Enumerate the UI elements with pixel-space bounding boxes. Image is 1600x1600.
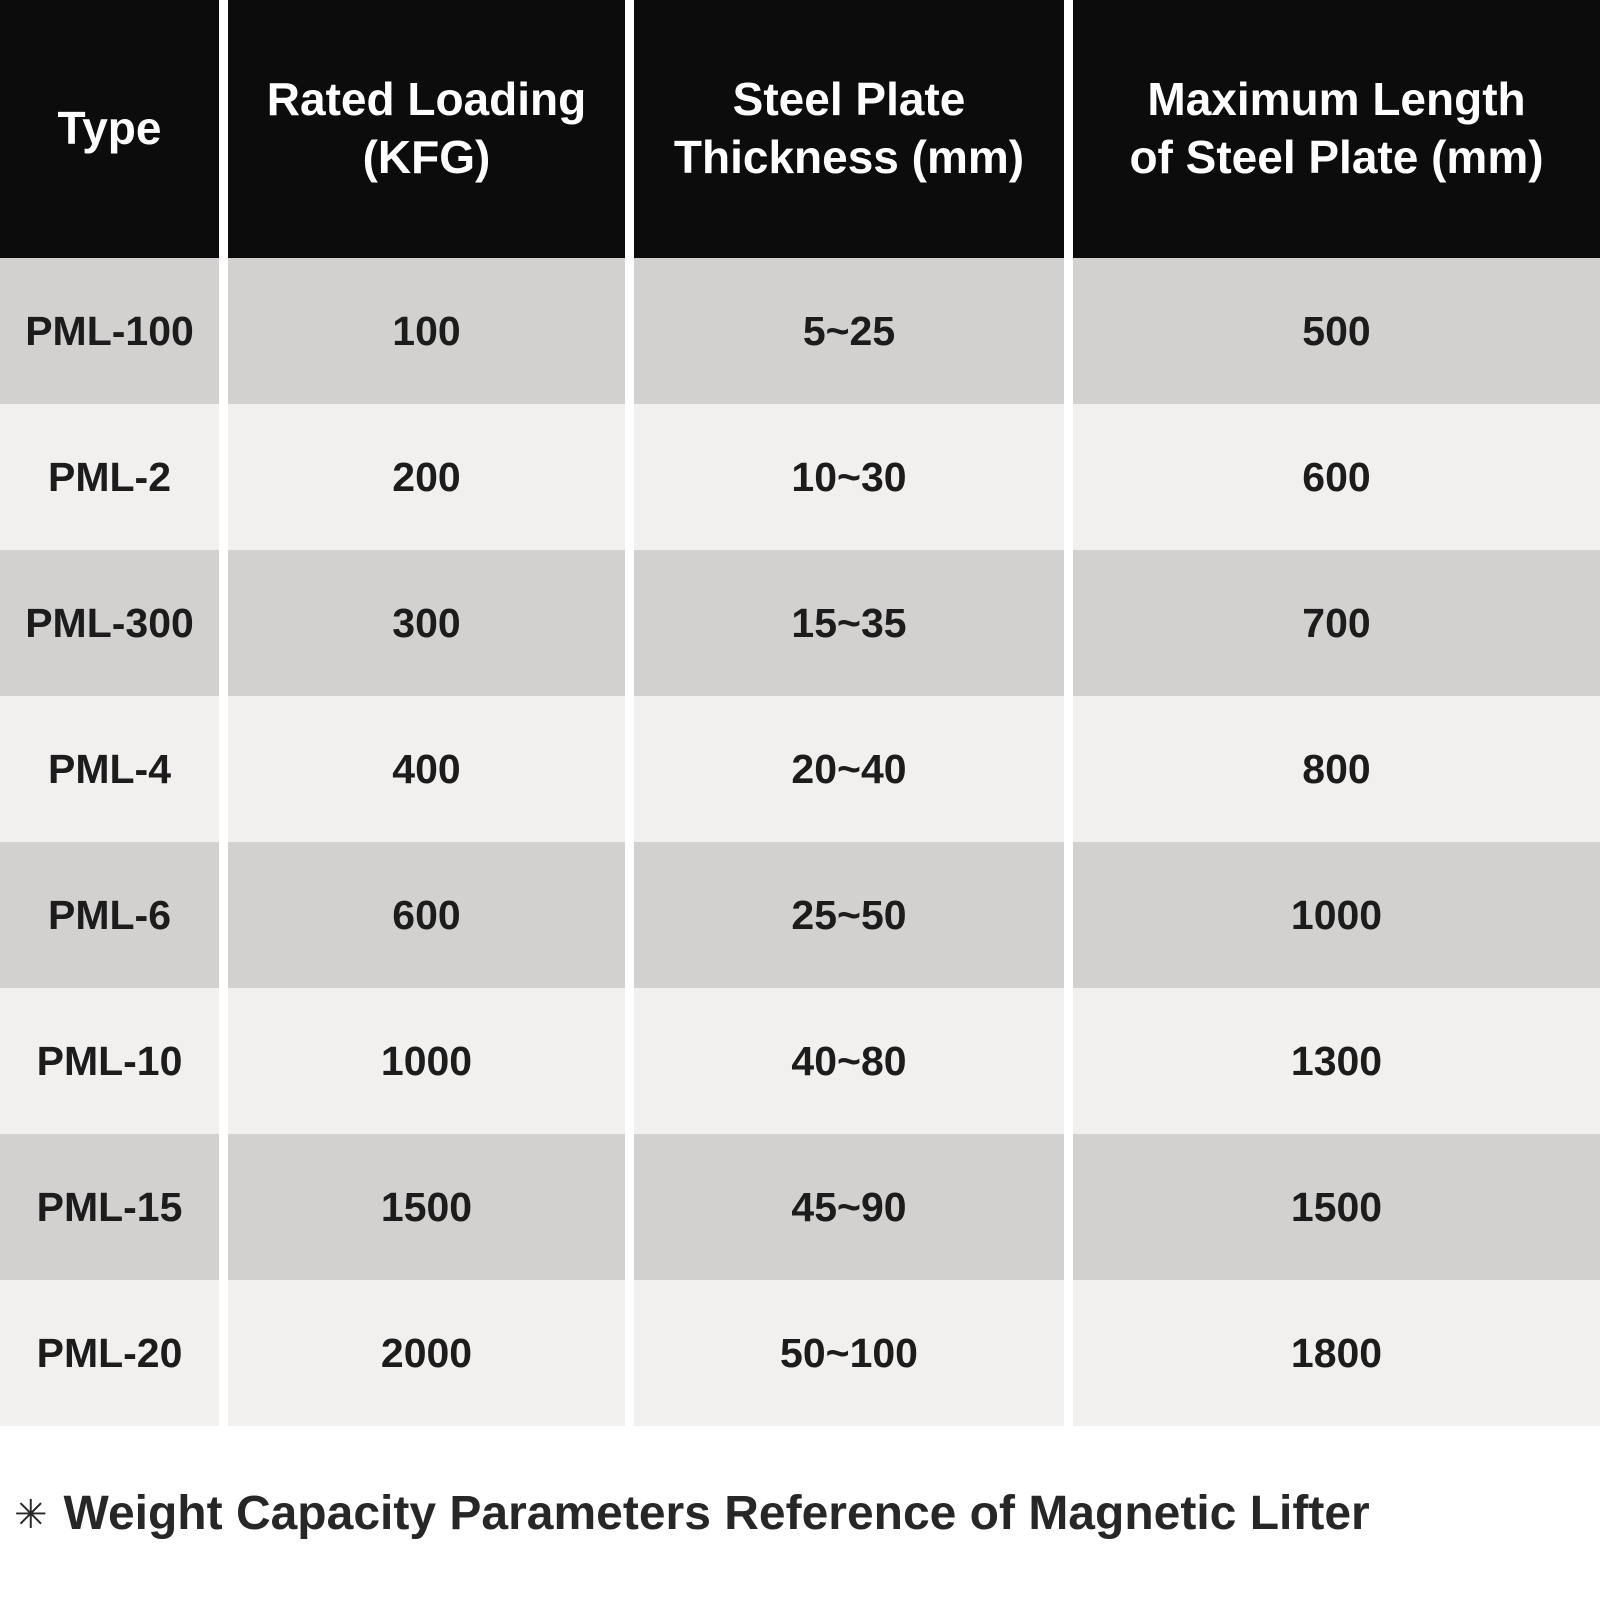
table-row: PML-100 100 5~25 500 (0, 258, 1600, 404)
table-row: PML-6 600 25~50 1000 (0, 842, 1600, 988)
table-cell-max-length: 1800 (1073, 1280, 1600, 1426)
table-row: PML-15 1500 45~90 1500 (0, 1134, 1600, 1280)
table-cell-max-length: 1500 (1073, 1134, 1600, 1280)
footnote-inner: ✳ Weight Capacity Parameters Reference o… (14, 1486, 1370, 1541)
table-row: PML-300 300 15~35 700 (0, 550, 1600, 696)
header-cell-type: Type (0, 0, 219, 258)
table-cell-thickness: 25~50 (634, 842, 1064, 988)
footnote-text: Weight Capacity Parameters Reference of … (63, 1486, 1370, 1540)
table-cell-type: PML-15 (0, 1134, 219, 1280)
table-cell-rated-loading: 100 (228, 258, 625, 404)
table-cell-thickness: 10~30 (634, 404, 1064, 550)
table-cell-max-length: 600 (1073, 404, 1600, 550)
table-row: PML-2 200 10~30 600 (0, 404, 1600, 550)
table-cell-thickness: 40~80 (634, 988, 1064, 1134)
table-cell-type: PML-20 (0, 1280, 219, 1426)
table-row: PML-4 400 20~40 800 (0, 696, 1600, 842)
table-body: PML-100 100 5~25 500 PML-2 200 10~30 600 PML-300… (0, 258, 1600, 1426)
table-cell-rated-loading: 300 (228, 550, 625, 696)
asterisk-icon: ✳ (14, 1493, 48, 1537)
table-row: PML-20 2000 50~100 1800 (0, 1280, 1600, 1426)
table-cell-thickness: 50~100 (634, 1280, 1064, 1426)
header-cell-rated-loading: Rated Loading (KFG) (228, 0, 625, 258)
table-cell-rated-loading: 1500 (228, 1134, 625, 1280)
table-cell-rated-loading: 200 (228, 404, 625, 550)
table-cell-thickness: 20~40 (634, 696, 1064, 842)
table-cell-rated-loading: 1000 (228, 988, 625, 1134)
table-cell-rated-loading: 400 (228, 696, 625, 842)
table-cell-max-length: 800 (1073, 696, 1600, 842)
table-cell-max-length: 500 (1073, 258, 1600, 404)
table-row: PML-10 1000 40~80 1300 (0, 988, 1600, 1134)
header-cell-max-length: Maximum Length of Steel Plate (mm) (1073, 0, 1600, 258)
table-cell-type: PML-2 (0, 404, 219, 550)
table-cell-thickness: 5~25 (634, 258, 1064, 404)
table-cell-max-length: 1300 (1073, 988, 1600, 1134)
table-cell-type: PML-100 (0, 258, 219, 404)
table-cell-type: PML-6 (0, 842, 219, 988)
footnote: ✳ Weight Capacity Parameters Reference o… (0, 1426, 1600, 1600)
header-cell-thickness: Steel Plate Thickness (mm) (634, 0, 1064, 258)
table-cell-thickness: 15~35 (634, 550, 1064, 696)
table-cell-rated-loading: 2000 (228, 1280, 625, 1426)
table-header-row: Type Rated Loading (KFG) Steel Plate Thi… (0, 0, 1600, 258)
table-cell-type: PML-300 (0, 550, 219, 696)
table-cell-rated-loading: 600 (228, 842, 625, 988)
table-cell-max-length: 1000 (1073, 842, 1600, 988)
table-cell-type: PML-4 (0, 696, 219, 842)
table-cell-max-length: 700 (1073, 550, 1600, 696)
table-cell-type: PML-10 (0, 988, 219, 1134)
table-cell-thickness: 45~90 (634, 1134, 1064, 1280)
